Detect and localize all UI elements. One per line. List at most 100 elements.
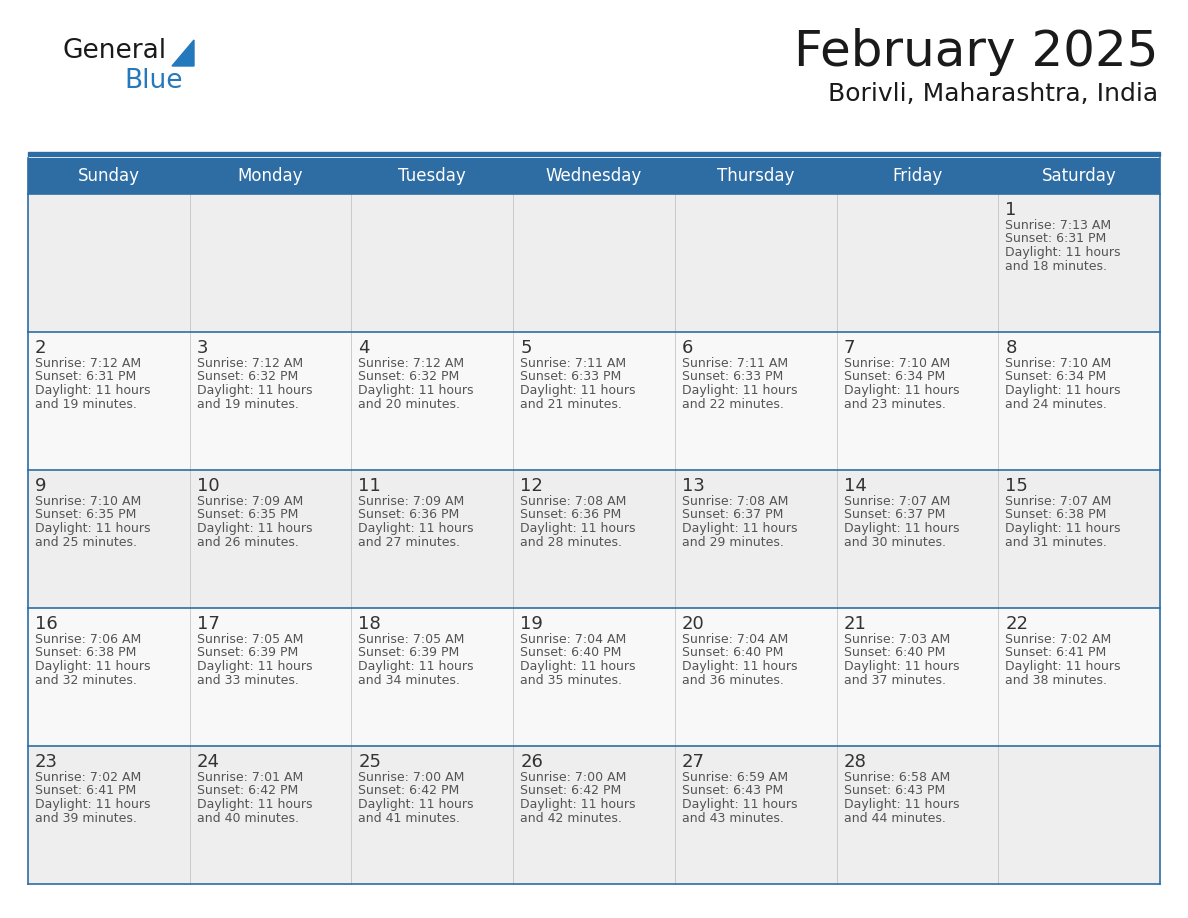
Text: Sunset: 6:41 PM: Sunset: 6:41 PM: [1005, 646, 1106, 659]
Text: Sunrise: 7:02 AM: Sunrise: 7:02 AM: [34, 771, 141, 784]
Text: 4: 4: [359, 339, 369, 357]
Text: and 33 minutes.: and 33 minutes.: [197, 674, 298, 687]
Text: Daylight: 11 hours: Daylight: 11 hours: [843, 660, 959, 673]
Text: and 22 minutes.: and 22 minutes.: [682, 397, 784, 410]
Text: and 34 minutes.: and 34 minutes.: [359, 674, 460, 687]
Text: Daylight: 11 hours: Daylight: 11 hours: [34, 384, 151, 397]
Text: and 43 minutes.: and 43 minutes.: [682, 812, 784, 824]
Text: and 18 minutes.: and 18 minutes.: [1005, 260, 1107, 273]
Text: Sunset: 6:32 PM: Sunset: 6:32 PM: [197, 371, 298, 384]
Text: Daylight: 11 hours: Daylight: 11 hours: [520, 798, 636, 811]
Text: Daylight: 11 hours: Daylight: 11 hours: [359, 522, 474, 535]
Text: Thursday: Thursday: [718, 167, 795, 185]
Text: Sunrise: 7:02 AM: Sunrise: 7:02 AM: [1005, 633, 1112, 646]
Text: Sunset: 6:37 PM: Sunset: 6:37 PM: [843, 509, 944, 521]
Text: Daylight: 11 hours: Daylight: 11 hours: [197, 522, 312, 535]
Text: Sunset: 6:37 PM: Sunset: 6:37 PM: [682, 509, 783, 521]
Text: Sunset: 6:38 PM: Sunset: 6:38 PM: [1005, 509, 1107, 521]
Text: 12: 12: [520, 477, 543, 495]
Text: Sunrise: 7:12 AM: Sunrise: 7:12 AM: [359, 357, 465, 370]
Text: and 27 minutes.: and 27 minutes.: [359, 535, 461, 548]
Text: and 26 minutes.: and 26 minutes.: [197, 535, 298, 548]
Text: Daylight: 11 hours: Daylight: 11 hours: [1005, 660, 1120, 673]
Text: Sunset: 6:35 PM: Sunset: 6:35 PM: [34, 509, 137, 521]
Text: and 21 minutes.: and 21 minutes.: [520, 397, 623, 410]
Text: Daylight: 11 hours: Daylight: 11 hours: [34, 798, 151, 811]
Text: Sunrise: 7:00 AM: Sunrise: 7:00 AM: [359, 771, 465, 784]
Text: 13: 13: [682, 477, 704, 495]
Text: 24: 24: [197, 753, 220, 771]
Text: Sunset: 6:31 PM: Sunset: 6:31 PM: [1005, 232, 1106, 245]
Text: 7: 7: [843, 339, 855, 357]
Text: 11: 11: [359, 477, 381, 495]
Text: and 20 minutes.: and 20 minutes.: [359, 397, 461, 410]
Text: 9: 9: [34, 477, 46, 495]
Text: Sunset: 6:33 PM: Sunset: 6:33 PM: [520, 371, 621, 384]
Text: Daylight: 11 hours: Daylight: 11 hours: [1005, 522, 1120, 535]
Text: Sunrise: 7:08 AM: Sunrise: 7:08 AM: [682, 495, 788, 508]
Text: 10: 10: [197, 477, 220, 495]
Text: 18: 18: [359, 615, 381, 633]
Text: Daylight: 11 hours: Daylight: 11 hours: [359, 384, 474, 397]
Text: Sunset: 6:36 PM: Sunset: 6:36 PM: [520, 509, 621, 521]
Text: and 31 minutes.: and 31 minutes.: [1005, 535, 1107, 548]
Text: Daylight: 11 hours: Daylight: 11 hours: [682, 384, 797, 397]
Text: 5: 5: [520, 339, 532, 357]
Text: Sunrise: 7:09 AM: Sunrise: 7:09 AM: [359, 495, 465, 508]
Text: Sunrise: 7:04 AM: Sunrise: 7:04 AM: [682, 633, 788, 646]
Text: Sunrise: 7:00 AM: Sunrise: 7:00 AM: [520, 771, 626, 784]
Text: Daylight: 11 hours: Daylight: 11 hours: [682, 660, 797, 673]
Text: Sunrise: 7:11 AM: Sunrise: 7:11 AM: [682, 357, 788, 370]
Text: and 41 minutes.: and 41 minutes.: [359, 812, 460, 824]
Text: Sunset: 6:41 PM: Sunset: 6:41 PM: [34, 785, 137, 798]
Polygon shape: [172, 40, 194, 66]
Text: Sunrise: 7:05 AM: Sunrise: 7:05 AM: [197, 633, 303, 646]
Text: Sunset: 6:35 PM: Sunset: 6:35 PM: [197, 509, 298, 521]
Text: and 35 minutes.: and 35 minutes.: [520, 674, 623, 687]
Text: Sunset: 6:33 PM: Sunset: 6:33 PM: [682, 371, 783, 384]
Text: 8: 8: [1005, 339, 1017, 357]
Text: Sunset: 6:34 PM: Sunset: 6:34 PM: [843, 371, 944, 384]
Bar: [29, 332, 1159, 470]
Text: Sunrise: 7:10 AM: Sunrise: 7:10 AM: [34, 495, 141, 508]
Text: Daylight: 11 hours: Daylight: 11 hours: [197, 384, 312, 397]
Text: 21: 21: [843, 615, 866, 633]
Bar: [29, 158, 1159, 194]
Text: and 42 minutes.: and 42 minutes.: [520, 812, 623, 824]
Text: Sunrise: 7:03 AM: Sunrise: 7:03 AM: [843, 633, 950, 646]
Text: Sunset: 6:42 PM: Sunset: 6:42 PM: [520, 785, 621, 798]
Text: 16: 16: [34, 615, 58, 633]
Text: Daylight: 11 hours: Daylight: 11 hours: [843, 522, 959, 535]
Text: Sunrise: 7:10 AM: Sunrise: 7:10 AM: [843, 357, 950, 370]
Text: Daylight: 11 hours: Daylight: 11 hours: [682, 522, 797, 535]
Text: Monday: Monday: [238, 167, 303, 185]
Text: Daylight: 11 hours: Daylight: 11 hours: [682, 798, 797, 811]
Text: and 28 minutes.: and 28 minutes.: [520, 535, 623, 548]
Text: and 25 minutes.: and 25 minutes.: [34, 535, 137, 548]
Text: Sunrise: 7:07 AM: Sunrise: 7:07 AM: [1005, 495, 1112, 508]
Text: 25: 25: [359, 753, 381, 771]
Text: Sunset: 6:39 PM: Sunset: 6:39 PM: [359, 646, 460, 659]
Text: General: General: [62, 38, 166, 64]
Text: Daylight: 11 hours: Daylight: 11 hours: [359, 798, 474, 811]
Text: February 2025: February 2025: [794, 28, 1158, 76]
Text: Sunrise: 7:01 AM: Sunrise: 7:01 AM: [197, 771, 303, 784]
Text: Sunset: 6:38 PM: Sunset: 6:38 PM: [34, 646, 137, 659]
Text: and 44 minutes.: and 44 minutes.: [843, 812, 946, 824]
Text: Sunrise: 6:59 AM: Sunrise: 6:59 AM: [682, 771, 788, 784]
Text: and 40 minutes.: and 40 minutes.: [197, 812, 298, 824]
Bar: [29, 194, 1159, 332]
Text: 20: 20: [682, 615, 704, 633]
Text: Daylight: 11 hours: Daylight: 11 hours: [520, 384, 636, 397]
Text: and 30 minutes.: and 30 minutes.: [843, 535, 946, 548]
Text: and 23 minutes.: and 23 minutes.: [843, 397, 946, 410]
Text: Friday: Friday: [892, 167, 942, 185]
Text: Sunrise: 7:06 AM: Sunrise: 7:06 AM: [34, 633, 141, 646]
Text: Sunrise: 7:13 AM: Sunrise: 7:13 AM: [1005, 219, 1112, 232]
Text: Daylight: 11 hours: Daylight: 11 hours: [1005, 246, 1120, 259]
Text: 23: 23: [34, 753, 58, 771]
Text: Sunrise: 7:04 AM: Sunrise: 7:04 AM: [520, 633, 626, 646]
Text: Sunset: 6:40 PM: Sunset: 6:40 PM: [520, 646, 621, 659]
Text: 27: 27: [682, 753, 704, 771]
Text: Sunset: 6:42 PM: Sunset: 6:42 PM: [197, 785, 298, 798]
